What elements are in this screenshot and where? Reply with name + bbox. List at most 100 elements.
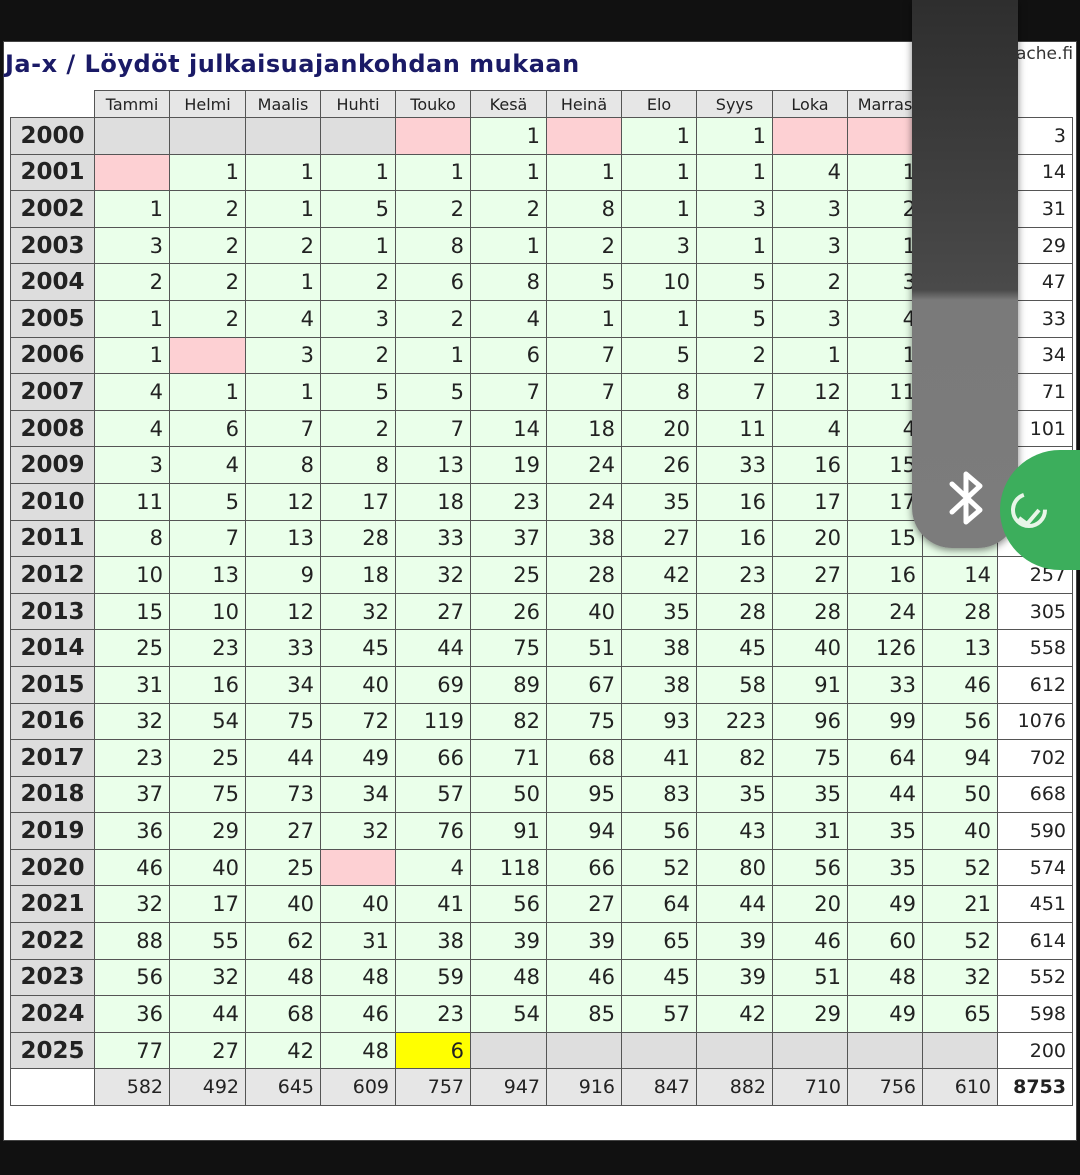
count-cell[interactable]: 20	[772, 519, 848, 558]
count-cell[interactable]: 15	[847, 519, 923, 558]
count-cell[interactable]: 1	[470, 153, 547, 192]
count-cell[interactable]: 26	[470, 592, 547, 631]
count-cell[interactable]: 4	[94, 373, 170, 411]
count-cell[interactable]: 42	[621, 556, 697, 594]
count-cell[interactable]: 37	[94, 775, 170, 814]
count-cell[interactable]: 34	[245, 665, 321, 704]
count-cell[interactable]: 16	[696, 519, 773, 558]
count-cell[interactable]: 42	[245, 1031, 321, 1070]
count-cell[interactable]: 13	[245, 519, 321, 558]
count-cell[interactable]: 11	[847, 373, 923, 411]
count-cell[interactable]: 46	[94, 848, 170, 887]
count-cell[interactable]: 40	[245, 885, 321, 924]
count-cell[interactable]: 1	[245, 373, 321, 411]
count-cell[interactable]: 33	[847, 665, 923, 704]
count-cell[interactable]: 1	[621, 153, 697, 192]
count-cell[interactable]: 3	[621, 226, 697, 265]
count-cell[interactable]: 1	[546, 153, 622, 192]
count-cell[interactable]: 56	[922, 702, 998, 741]
count-cell[interactable]: 41	[395, 885, 471, 924]
count-cell[interactable]: 1	[696, 153, 773, 192]
count-cell[interactable]: 88	[94, 922, 170, 960]
count-cell[interactable]: 34	[320, 775, 396, 814]
count-cell[interactable]: 13	[169, 556, 246, 594]
count-cell[interactable]	[847, 1031, 923, 1070]
count-cell[interactable]: 31	[320, 922, 396, 960]
count-cell[interactable]: 48	[470, 958, 547, 997]
count-cell[interactable]: 1	[772, 336, 848, 375]
count-cell[interactable]: 35	[772, 775, 848, 814]
count-cell[interactable]: 40	[169, 848, 246, 887]
count-cell[interactable]: 1	[169, 153, 246, 192]
count-cell[interactable]: 19	[470, 446, 547, 484]
count-cell[interactable]: 3	[320, 299, 396, 338]
count-cell[interactable]: 75	[772, 739, 848, 777]
count-cell[interactable]: 94	[922, 739, 998, 777]
count-cell[interactable]: 20	[621, 409, 697, 448]
count-cell[interactable]: 1	[621, 190, 697, 228]
count-cell[interactable]: 32	[922, 958, 998, 997]
count-cell[interactable]: 59	[395, 958, 471, 997]
count-cell[interactable]: 44	[395, 629, 471, 667]
count-cell[interactable]: 1	[470, 226, 547, 265]
count-cell[interactable]: 55	[169, 922, 246, 960]
count-cell[interactable]: 7	[245, 409, 321, 448]
count-cell[interactable]: 5	[621, 336, 697, 375]
count-cell[interactable]: 52	[922, 848, 998, 887]
count-cell[interactable]: 18	[395, 482, 471, 521]
count-cell[interactable]: 46	[546, 958, 622, 997]
count-cell[interactable]: 50	[922, 775, 998, 814]
count-cell[interactable]: 28	[546, 556, 622, 594]
count-cell[interactable]: 38	[621, 629, 697, 667]
count-cell[interactable]: 52	[922, 922, 998, 960]
count-cell[interactable]: 75	[245, 702, 321, 741]
count-cell[interactable]: 39	[696, 922, 773, 960]
count-cell[interactable]: 49	[320, 739, 396, 777]
count-cell[interactable]: 57	[395, 775, 471, 814]
count-cell[interactable]: 66	[395, 739, 471, 777]
count-cell[interactable]: 48	[847, 958, 923, 997]
count-cell[interactable]: 3	[696, 190, 773, 228]
count-cell[interactable]: 2	[470, 190, 547, 228]
count-cell[interactable]: 8	[395, 226, 471, 265]
count-cell[interactable]: 71	[470, 739, 547, 777]
count-cell[interactable]: 37	[470, 519, 547, 558]
count-cell[interactable]: 56	[621, 812, 697, 850]
count-cell[interactable]: 6	[169, 409, 246, 448]
count-cell[interactable]: 36	[94, 812, 170, 850]
count-cell[interactable]: 3	[245, 336, 321, 375]
count-cell[interactable]: 76	[395, 812, 471, 850]
count-cell[interactable]: 28	[922, 592, 998, 631]
count-cell[interactable]: 48	[320, 958, 396, 997]
count-cell[interactable]: 11	[94, 482, 170, 521]
count-cell[interactable]: 15	[94, 592, 170, 631]
count-cell[interactable]: 24	[546, 446, 622, 484]
count-cell[interactable]: 40	[922, 812, 998, 850]
count-cell[interactable]: 67	[546, 665, 622, 704]
count-cell[interactable]: 223	[696, 702, 773, 741]
count-cell[interactable]: 56	[94, 958, 170, 997]
count-cell[interactable]: 4	[169, 446, 246, 484]
count-cell[interactable]: 2	[696, 336, 773, 375]
count-cell[interactable]: 32	[169, 958, 246, 997]
count-cell[interactable]: 35	[847, 812, 923, 850]
count-cell[interactable]: 75	[169, 775, 246, 814]
count-cell[interactable]: 38	[546, 519, 622, 558]
count-cell[interactable]: 54	[470, 995, 547, 1033]
count-cell[interactable]: 46	[320, 995, 396, 1033]
count-cell[interactable]: 14	[922, 556, 998, 594]
count-cell[interactable]: 20	[772, 885, 848, 924]
count-cell[interactable]: 8	[94, 519, 170, 558]
count-cell[interactable]: 4	[847, 299, 923, 338]
count-cell[interactable]: 16	[772, 446, 848, 484]
count-cell[interactable]: 8	[621, 373, 697, 411]
count-cell[interactable]: 1	[621, 117, 697, 155]
count-cell[interactable]	[922, 1031, 998, 1070]
count-cell[interactable]: 51	[772, 958, 848, 997]
bluetooth-icon[interactable]	[938, 466, 994, 530]
count-cell[interactable]: 36	[94, 995, 170, 1033]
count-cell[interactable]: 48	[320, 1031, 396, 1070]
count-cell[interactable]: 62	[245, 922, 321, 960]
count-cell[interactable]: 40	[546, 592, 622, 631]
count-cell[interactable]: 27	[546, 885, 622, 924]
